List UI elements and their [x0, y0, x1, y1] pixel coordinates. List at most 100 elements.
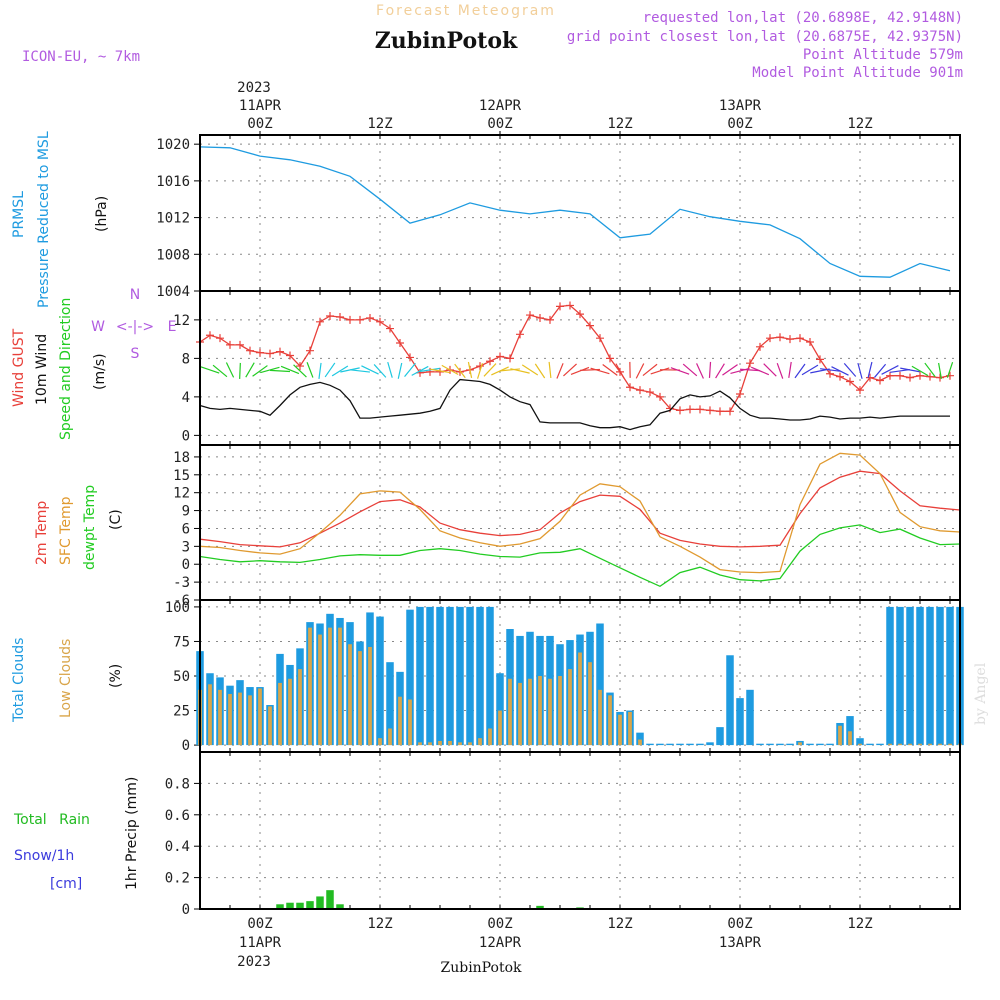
- gust-point: [666, 404, 674, 413]
- wind-direction-arrow: [750, 366, 770, 376]
- wind-direction-arrow: [801, 364, 819, 376]
- gust-point: [286, 351, 294, 360]
- bottom-date-label: 13APR: [719, 935, 762, 951]
- wind-direction-arrow: [924, 362, 936, 378]
- wind-direction-arrow: [873, 363, 887, 378]
- low-cloud-bar: [228, 693, 232, 746]
- precip-ytick-label: 0.2: [165, 871, 190, 887]
- total-cloud-bar: [686, 743, 694, 746]
- gust-point: [496, 352, 504, 361]
- total-cloud-bar: [696, 743, 704, 746]
- low-cloud-bar: [288, 678, 292, 746]
- dewpt-label: dewpt Temp: [82, 485, 98, 570]
- low-cloud-bar: [468, 742, 472, 746]
- wind-direction-arrow: [361, 365, 379, 375]
- gust-point: [376, 317, 384, 326]
- prmsl-labels: PRMSL Pressure Reduced to MSL (hPa): [11, 131, 110, 308]
- wind-direction-arrow: [556, 363, 564, 379]
- total-cloud-bar: [596, 623, 604, 746]
- gust-point: [576, 310, 584, 319]
- prmsl-series-0: [199, 146, 951, 278]
- low-cloud-bar: [548, 678, 552, 746]
- top-hour-label: 00Z: [487, 116, 512, 132]
- gust-point: [296, 362, 304, 371]
- bottom-date-label: 12APR: [479, 935, 522, 951]
- requested-coords: requested lon,lat (20.6898E, 42.9148N): [643, 10, 963, 26]
- wind-direction-arrow: [788, 361, 792, 378]
- wind-direction-arrow: [590, 367, 610, 375]
- gust-point: [266, 349, 274, 358]
- total-cloud-bar: [716, 727, 724, 746]
- watermark: by Angel: [973, 662, 989, 725]
- wind-direction-arrow: [722, 364, 738, 376]
- panels: 1004 1008 1012 1016 1020 0 4 8 12 -6 -3 0 3 69 12 15 18 0…: [156, 134, 964, 918]
- wind-direction-arrow: [397, 362, 403, 379]
- wind-direction-arrow: [420, 367, 440, 373]
- precip-ytick-label: 0.4: [165, 839, 190, 855]
- station-name: ZubinPotok: [375, 28, 518, 54]
- low-cloud-bar: [908, 743, 912, 746]
- wind-direction-arrow: [776, 363, 784, 379]
- gust-point: [716, 407, 724, 416]
- wind-direction-arrow: [867, 361, 873, 378]
- bottom-hour-label: 00Z: [247, 916, 272, 932]
- compass-w: W: [91, 319, 105, 335]
- wind-direction-arrow: [548, 361, 552, 378]
- clouds-ytick-label: 25: [173, 704, 190, 720]
- low-cloud-bar: [588, 662, 592, 746]
- low-cloud-bar: [218, 689, 222, 746]
- low-cloud-bar: [518, 682, 522, 746]
- total-cloud-bar: [466, 606, 474, 746]
- wind-ytick-label: 0: [182, 428, 190, 444]
- wind-direction-arrow: [534, 363, 546, 379]
- precip-labels: Total Rain Snow/1h [cm] 1hr Precip (mm): [13, 777, 140, 892]
- low-cloud-bar: [938, 743, 942, 746]
- rain-bar: [286, 902, 294, 909]
- wind-direction-arrow: [306, 362, 314, 378]
- rain-bar: [536, 905, 544, 909]
- precip-panel: 0 0.2 0.4 0.6 0.8: [165, 751, 961, 918]
- wind-direction-arrow: [650, 367, 670, 375]
- low-cloud-bar: [208, 684, 212, 746]
- low-cloud-bar: [498, 710, 502, 746]
- wind-direction-arrow: [373, 364, 387, 378]
- wind-direction-arrow: [491, 366, 509, 376]
- total-cloud-bar: [426, 606, 434, 746]
- wind-direction-arrow: [411, 365, 429, 376]
- precip-unit: 1hr Precip (mm): [124, 777, 140, 890]
- gust-point: [476, 362, 484, 371]
- bottom-hour-label: 00Z: [487, 916, 512, 932]
- temperature-series-0: [199, 470, 961, 548]
- wind-direction-label: Speed and Direction: [58, 298, 74, 440]
- gust-point: [326, 312, 334, 321]
- gust-point: [696, 405, 704, 414]
- top-date-label: 13APR: [719, 98, 762, 114]
- gust-point: [216, 334, 224, 343]
- temp-unit: (C): [108, 509, 124, 530]
- low-clouds-label: Low Clouds: [58, 639, 74, 718]
- low-cloud-bar: [268, 706, 272, 746]
- wind-direction-arrow: [331, 365, 349, 377]
- prmsl-ytick-label: 1004: [156, 284, 190, 300]
- gust-point: [776, 333, 784, 342]
- rain-label: Total Rain: [13, 812, 90, 828]
- footer-station: ZubinPotok: [440, 960, 522, 976]
- low-cloud-bar: [348, 644, 352, 746]
- wind-direction-arrow: [794, 363, 806, 379]
- gust-point: [566, 301, 574, 310]
- gust-point: [556, 302, 564, 311]
- gust-point: [816, 355, 824, 364]
- low-cloud-bar: [568, 669, 572, 746]
- wind-direction-arrow: [404, 362, 416, 378]
- gust-point: [876, 376, 884, 385]
- low-cloud-bar: [418, 742, 422, 746]
- gust-point: [856, 386, 864, 395]
- rain-bar: [326, 890, 334, 909]
- gust-point: [316, 317, 324, 326]
- gust-point: [646, 388, 654, 397]
- wind-direction-arrow: [252, 365, 268, 377]
- total-cloud-bar: [726, 655, 734, 746]
- wind-ytick-label: 8: [182, 351, 190, 367]
- gust-point: [236, 340, 244, 349]
